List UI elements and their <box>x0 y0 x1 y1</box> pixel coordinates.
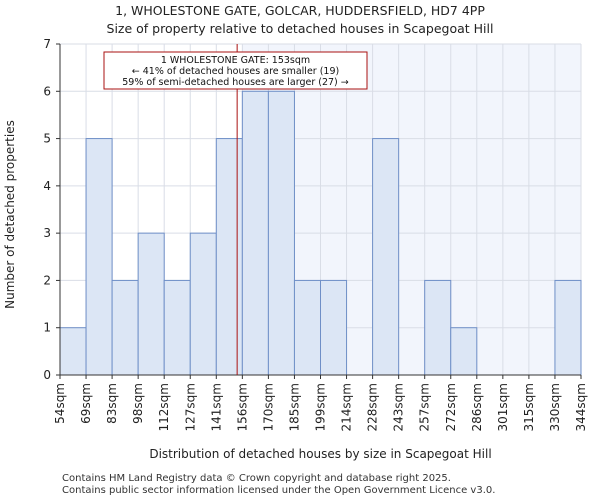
x-tick-label: 228sqm <box>366 383 380 431</box>
x-tick-label: 257sqm <box>418 383 432 431</box>
x-tick-label: 330sqm <box>548 383 562 431</box>
bar <box>320 279 348 376</box>
x-tick-label: 83sqm <box>105 383 119 424</box>
annotation-text: 1 WHOLESTONE GATE: 153sqm <box>161 55 310 66</box>
x-tick-label: 69sqm <box>79 383 93 424</box>
x-tick-label: 127sqm <box>183 383 197 431</box>
bar <box>293 279 322 376</box>
x-tick-label: 112sqm <box>157 383 171 431</box>
annotation-box <box>103 51 368 90</box>
bar <box>450 327 478 376</box>
y-tick-label: 7 <box>43 37 51 51</box>
y-tick-label: 2 <box>43 273 51 287</box>
bar <box>85 138 113 376</box>
x-tick-label: 272sqm <box>444 383 458 431</box>
footer-copyright: Contains HM Land Registry data © Crown c… <box>62 473 451 484</box>
bar <box>111 279 139 376</box>
bar <box>215 138 243 376</box>
y-tick-label: 0 <box>43 368 51 382</box>
y-axis-title: Number of detached properties <box>3 120 17 309</box>
bar <box>163 279 191 376</box>
y-tick-label: 3 <box>43 226 51 240</box>
y-tick-label: 4 <box>43 179 51 193</box>
x-tick-label: 286sqm <box>470 383 484 431</box>
bar <box>137 232 165 376</box>
bar <box>372 138 400 376</box>
chart-title: 1, WHOLESTONE GATE, GOLCAR, HUDDERSFIELD… <box>115 3 485 18</box>
x-tick-label: 54sqm <box>53 383 67 424</box>
x-tick-label: 185sqm <box>287 383 301 431</box>
annotation-text: ← 41% of detached houses are smaller (19… <box>132 66 339 77</box>
x-tick-label: 344sqm <box>574 383 588 431</box>
bar <box>267 90 295 376</box>
bar <box>424 279 452 376</box>
x-tick-label: 170sqm <box>261 383 275 431</box>
footer-licence: Contains public sector information licen… <box>62 485 496 496</box>
annotation-text: 59% of semi-detached houses are larger (… <box>122 77 349 88</box>
x-tick-label: 315sqm <box>522 383 536 431</box>
x-tick-label: 141sqm <box>209 383 223 431</box>
x-tick-label: 243sqm <box>392 383 406 431</box>
bar <box>241 90 269 376</box>
x-tick-label: 156sqm <box>235 383 249 431</box>
y-tick-label: 1 <box>43 321 51 335</box>
bar <box>189 232 217 376</box>
x-tick-label: 199sqm <box>314 383 328 431</box>
bar <box>554 279 582 376</box>
x-tick-label: 214sqm <box>340 383 354 431</box>
x-tick-label: 98sqm <box>131 383 145 424</box>
y-tick-label: 6 <box>43 84 51 98</box>
chart-subtitle: Size of property relative to detached ho… <box>106 21 494 36</box>
x-tick-label: 301sqm <box>496 383 510 431</box>
bar-chart: 0 1 2 3 4 5 6 7 54sqm 69sqm 83sqm 98sqm 112sqm 127sqm… <box>3 37 588 461</box>
x-axis-title: Distribution of detached houses by size … <box>149 447 491 461</box>
y-tick-label: 5 <box>43 132 51 146</box>
bar <box>59 327 87 376</box>
